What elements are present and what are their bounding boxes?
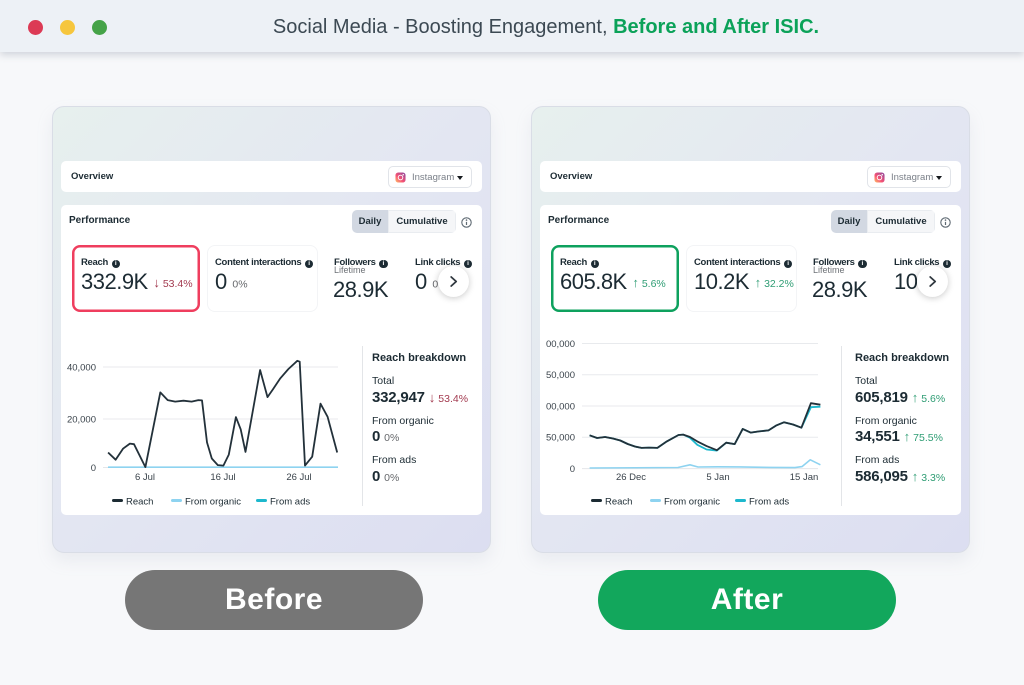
svg-text:Reach: Reach: [605, 497, 632, 508]
svg-text:0: 0: [91, 463, 96, 474]
svg-text:5 Jan: 5 Jan: [706, 472, 729, 483]
svg-text:16 Jul: 16 Jul: [210, 472, 235, 483]
svg-text:40,000: 40,000: [67, 362, 96, 373]
svg-text:15 Jan: 15 Jan: [790, 472, 819, 483]
svg-text:From ads: From ads: [749, 497, 789, 508]
svg-text:26 Dec: 26 Dec: [616, 472, 646, 483]
svg-text:Reach: Reach: [126, 497, 153, 508]
svg-text:50,000: 50,000: [546, 370, 575, 381]
svg-text:26 Jul: 26 Jul: [286, 472, 311, 483]
svg-text:From organic: From organic: [185, 497, 241, 508]
svg-text:00,000: 00,000: [546, 339, 575, 350]
svg-text:0: 0: [570, 464, 575, 475]
svg-text:50,000: 50,000: [546, 433, 575, 444]
svg-text:From organic: From organic: [664, 497, 720, 508]
svg-text:20,000: 20,000: [67, 414, 96, 425]
svg-text:00,000: 00,000: [546, 401, 575, 412]
svg-text:6 Jul: 6 Jul: [135, 472, 155, 483]
svg-text:From ads: From ads: [270, 497, 310, 508]
